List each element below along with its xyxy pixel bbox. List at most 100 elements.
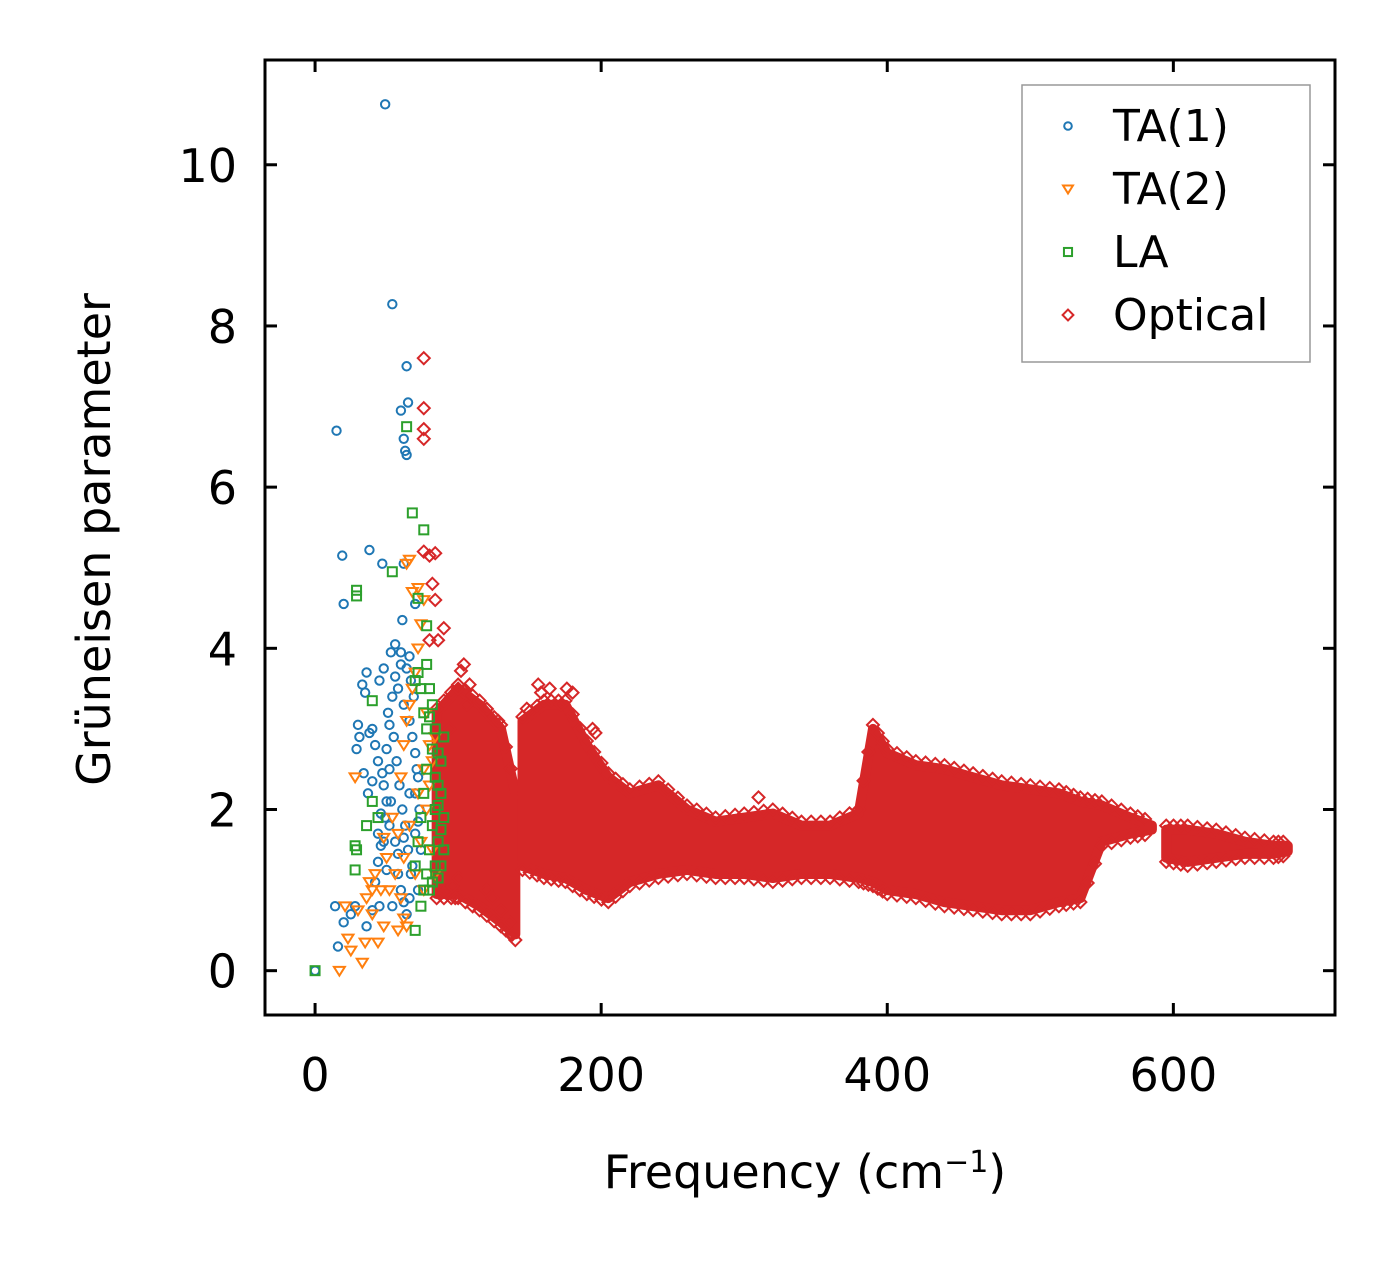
optical-point (908, 890, 924, 906)
optical-point (1180, 818, 1196, 834)
optical-point (1004, 906, 1019, 922)
data-point-diamond (485, 890, 500, 906)
data-point-diamond (505, 926, 520, 942)
data-point-triangle-down (390, 925, 406, 938)
data-point-circle (338, 917, 349, 928)
data-point-triangle-down (393, 772, 409, 785)
data-point-triangle-down (373, 885, 389, 897)
x-axis-label-suffix: ) (988, 1145, 1006, 1199)
optical-point (436, 693, 452, 708)
legend: TA(1) TA(2) LA Optical (1021, 84, 1311, 363)
data-point-circle (391, 755, 402, 767)
data-point-square (424, 884, 436, 896)
data-point-circle (397, 614, 408, 626)
data-point-square (435, 824, 447, 836)
data-point-triangle-down (396, 913, 412, 926)
data-point-circle (407, 731, 418, 743)
data-point-square (438, 844, 450, 856)
optical-point (608, 771, 624, 787)
optical-point (956, 901, 972, 917)
optical-point (985, 905, 1000, 921)
optical-point (832, 871, 848, 887)
data-point-circle (404, 892, 415, 904)
optical-point (1113, 802, 1129, 818)
optical-point (557, 874, 573, 890)
optical-point (937, 898, 952, 914)
data-point-square (424, 683, 436, 695)
legend-box (1021, 84, 1311, 363)
optical-point (1042, 780, 1058, 796)
optical-point (1022, 777, 1038, 793)
optical-point (1218, 824, 1234, 840)
data-point-square (386, 566, 398, 578)
optical-point (1137, 827, 1153, 843)
data-point-circle (388, 731, 399, 743)
data-point-circle (402, 397, 414, 408)
data-point-triangle-down (416, 595, 432, 607)
data-point-triangle-down (410, 788, 426, 801)
data-point-circle (359, 687, 371, 698)
data-point-triangle-down (387, 869, 403, 881)
optical-point (1032, 779, 1048, 795)
data-point-square (401, 421, 413, 433)
data-point-square (432, 872, 444, 884)
optical-point (1058, 897, 1074, 913)
optical-point (775, 806, 790, 822)
data-point-circle (385, 796, 397, 807)
data-point-circle (379, 99, 391, 110)
data-point-triangle-down (382, 885, 397, 897)
y-tick-label: 0 (208, 945, 237, 999)
optical-point (1270, 849, 1286, 865)
data-point-square (351, 590, 363, 602)
data-point-circle (367, 776, 378, 787)
optical-point (708, 870, 724, 886)
data-point-diamond (456, 657, 472, 672)
data-point-square (409, 924, 421, 936)
data-point-triangle-down (376, 832, 392, 845)
data-point-square (418, 884, 430, 896)
data-point-circle (404, 651, 415, 662)
data-point-circle (395, 659, 407, 670)
optical-point (1013, 776, 1029, 792)
data-point-diamond (553, 697, 569, 713)
legend-label: TA(1) (1112, 101, 1229, 152)
data-point-square (415, 900, 427, 912)
optical-point (832, 810, 848, 825)
x-tick-label: 0 (300, 1048, 329, 1102)
data-point-diamond (416, 400, 432, 416)
optical-point (615, 776, 631, 792)
series-la (309, 421, 450, 977)
data-point-triangle-down (364, 909, 380, 922)
optical-point (479, 908, 495, 924)
data-point-diamond (559, 681, 575, 697)
data-point-circle (364, 544, 375, 556)
data-point-triangle-down (359, 893, 374, 905)
data-point-square (372, 812, 384, 824)
optical-point (746, 871, 762, 887)
data-point-circle (329, 901, 341, 912)
data-point-triangle-down (402, 554, 417, 567)
data-point-diamond (459, 697, 475, 713)
optical-point (856, 875, 871, 891)
data-point-diamond (479, 882, 495, 898)
x-axis-label-superscript: −1 (944, 1145, 988, 1180)
optical-point (822, 870, 838, 886)
optical-point (794, 870, 809, 886)
optical-point (860, 877, 876, 893)
legend-marker-circle (1063, 121, 1073, 131)
optical-point (1237, 830, 1253, 846)
plot-area (309, 99, 1293, 978)
data-point-triangle-down (340, 933, 356, 946)
optical-point (975, 904, 991, 919)
optical-point (927, 896, 943, 912)
optical-point (1123, 830, 1138, 846)
data-point-triangle-down (357, 937, 373, 950)
optical-point (1072, 894, 1088, 910)
optical-point (1130, 828, 1146, 844)
data-point-diamond (502, 914, 518, 930)
data-point-square (412, 592, 424, 604)
optical-point (918, 893, 934, 909)
data-point-triangle-down (413, 619, 429, 631)
data-point-circle (367, 723, 378, 735)
data-point-square (409, 675, 421, 687)
